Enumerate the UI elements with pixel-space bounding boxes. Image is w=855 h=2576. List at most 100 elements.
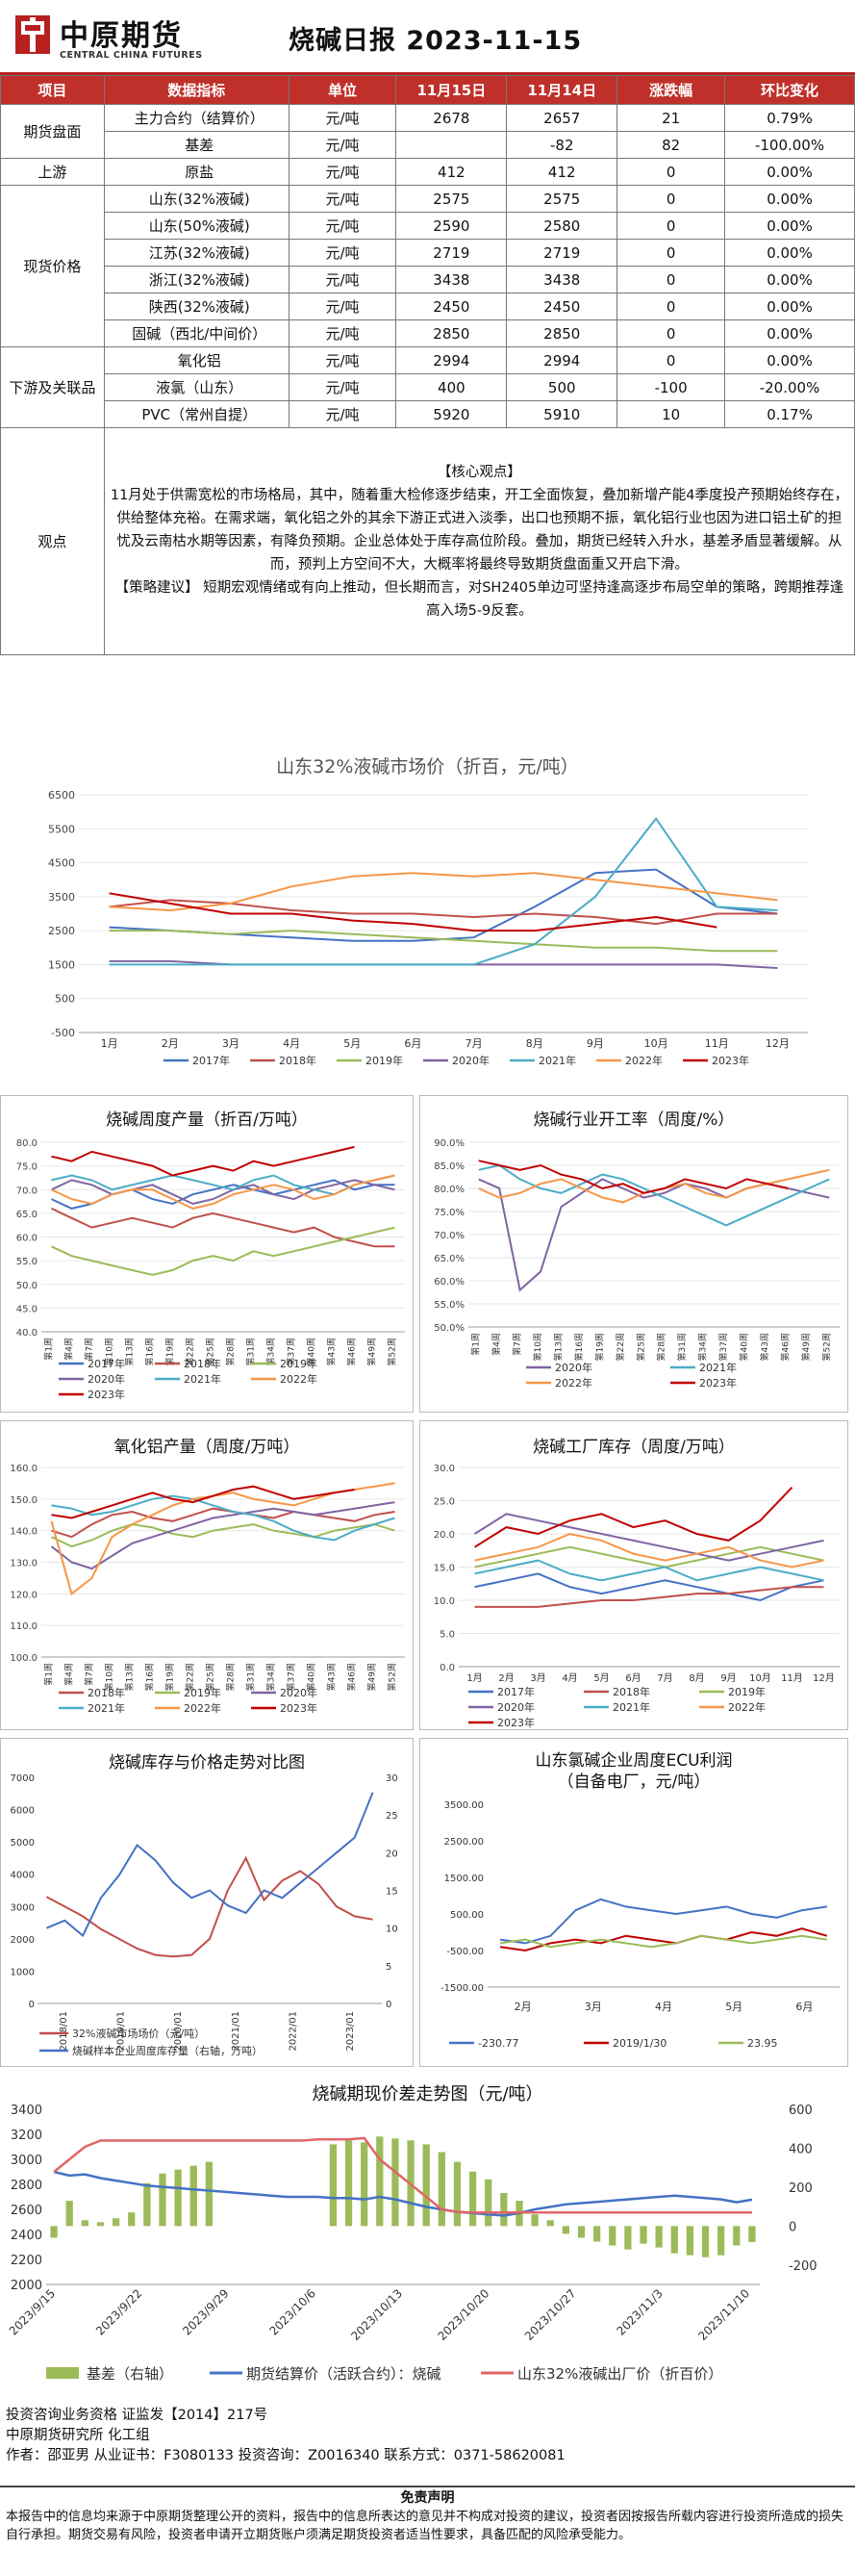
chart-inv-price-plot: 0 1000 2000 3000 4000 5000 6000 7000 0 5 10 15 20 25 3…: [11, 1773, 398, 2057]
chart-title: 烧碱期现价差走势图（元/吨）: [312, 2084, 543, 2104]
x-tick-label: 第43周: [326, 1663, 338, 1691]
x-tick-label: 第25周: [205, 1338, 216, 1365]
table-cell: 元/吨: [288, 373, 397, 401]
basis-bar: [562, 2226, 569, 2234]
table-cell: 主力合约（结算价）: [103, 104, 289, 132]
y-tick-label: 80.0%: [434, 1185, 465, 1195]
x-tick-label: 第10周: [104, 1663, 115, 1691]
legend-label: 2017年: [88, 1357, 125, 1370]
legend-label: 2022年: [184, 1701, 221, 1715]
legend-label: 2018年: [88, 1686, 125, 1699]
y-tick-label: 90.0%: [434, 1138, 465, 1149]
column-header: 11月15日: [395, 75, 508, 105]
x-tick-label: 第49周: [366, 1338, 378, 1365]
x-tick-label: 2023/10/6: [266, 2286, 317, 2337]
legend-label: 2021年: [184, 1372, 221, 1386]
y-tick-label: 0.0: [440, 1663, 455, 1673]
x-tick-label: 1月: [101, 1037, 118, 1050]
y-tick-label: 70.0%: [434, 1231, 465, 1241]
x-tick-label: 5月: [725, 2001, 742, 2013]
chart-title: 烧碱行业开工率（周度/%）: [533, 1110, 735, 1130]
table-cell: 元/吨: [288, 266, 397, 293]
y-tick-label: 4000: [11, 1871, 35, 1881]
table-cell: 元/吨: [288, 131, 397, 159]
legend-label: 烧碱样本企业周度库存量（右轴，万吨）: [72, 2044, 263, 2057]
legend-label: 2018年: [613, 1685, 650, 1698]
qualification-line: 投资咨询业务资格 证监发【2014】217号: [6, 2408, 268, 2423]
x-tick-label: 2023/11/10: [695, 2286, 752, 2343]
y-tick-label: 60.0%: [434, 1277, 465, 1288]
x-tick-label: 12月: [813, 1672, 835, 1684]
y-tick-label: 3500.00: [444, 1800, 484, 1811]
table-cell: 0: [616, 185, 726, 213]
y-tick-label: 2400: [11, 2229, 42, 2243]
y-tick-label: 2000: [11, 2279, 42, 2293]
x-tick-label: 第22周: [185, 1663, 196, 1691]
x-tick-label: 第37周: [286, 1338, 297, 1365]
y-tick-label: -500.00: [446, 1947, 484, 1957]
table-cell: 氧化铝: [103, 346, 289, 374]
x-tick-label: 第13周: [124, 1663, 136, 1691]
x-tick-label: 7月: [465, 1037, 483, 1050]
y-tick-label: 55.0: [16, 1257, 38, 1267]
table-cell: 基差: [103, 131, 289, 159]
legend-label: 2021年: [88, 1701, 125, 1715]
y-tick-label: 10.0: [434, 1596, 455, 1607]
company-logo: 中原期货 CENTRAL CHINA FUTURES: [13, 10, 235, 67]
x-tick-label: 12月: [766, 1037, 790, 1050]
y-tick-label: 1500.00: [444, 1874, 484, 1884]
x-tick-label: 6月: [795, 2001, 813, 2013]
series-line-2018年: [109, 899, 778, 926]
chart-basis: 烧碱期现价差走势图（元/吨） 2000 2200 2400 2600 2800 3000 3…: [0, 2075, 855, 2392]
x-tick-label: 第46周: [779, 1333, 791, 1361]
basis-bar: [686, 2226, 694, 2256]
chart-factory-inv-plot: 0.0 5.0 10.0 15.0 20.0 25.0 30.0 1月 2月 3月 4月 5月 6月 7月…: [434, 1464, 840, 1729]
table-row: 浙江(32%液碱) 元/吨 3438 3438 0 0.00%: [1, 266, 855, 293]
series-line-2019年: [109, 930, 778, 953]
table-row: 山东(50%液碱) 元/吨 2590 2580 0 0.00%: [1, 212, 855, 240]
table-cell: 固碱（西北/中间价）: [103, 319, 289, 347]
x-tick-label: 2023/01: [345, 2011, 356, 2052]
chart-subtitle: （自备电厂，元/吨）: [557, 1773, 711, 1792]
table-cell: 元/吨: [288, 319, 397, 347]
y-right-tick-label: 10: [386, 1925, 398, 1935]
report-footer: 投资咨询业务资格 证监发【2014】217号 中原期货研究所 化工组 作者：邵亚…: [0, 2406, 855, 2466]
legend-label: 2017年: [192, 1054, 230, 1067]
basis-bar: [329, 2144, 338, 2227]
legend-label: 2021年: [539, 1054, 576, 1067]
basis-bar: [112, 2218, 120, 2227]
legend-label: 2019/1/30: [613, 2037, 666, 2050]
column-header: 11月14日: [506, 75, 618, 105]
table-cell: -100: [616, 373, 726, 401]
legend-label: 基差（右轴）: [87, 2365, 173, 2383]
legend-label: 期货结算价（活跃合约）：烧碱: [246, 2365, 441, 2383]
legend-label: 2023年: [497, 1716, 535, 1729]
series-line-2022年: [474, 1532, 824, 1569]
series-line: [53, 2136, 752, 2214]
price-data-table: 项目 数据指标 单位 11月15日 11月14日 涨跌幅 环比变化 期货盘面 主力…: [0, 75, 855, 655]
x-tick-label: 2023/10/27: [522, 2286, 579, 2343]
legend-label: 2022年: [280, 1372, 317, 1386]
y-tick-label: 3200: [11, 2129, 42, 2143]
legend-swatch: [46, 2367, 79, 2379]
y-tick-label: 40.0: [16, 1328, 38, 1339]
table-cell: -20.00%: [724, 373, 855, 401]
legend-label: 2023年: [280, 1701, 317, 1715]
chart-alumina: 氧化铝产量（周度/万吨） 100.0 110.0 120.0 130.0 140.0 15…: [0, 1420, 414, 1730]
basis-bar: [205, 2161, 213, 2227]
table-cell: 0: [616, 266, 726, 293]
table-cell: 2719: [395, 239, 508, 267]
series-line-2022年: [109, 872, 778, 912]
x-tick-label: 2月: [498, 1672, 514, 1684]
table-cell: 21: [616, 104, 726, 132]
table-cell: 0: [616, 212, 726, 240]
x-tick-label: 第1周: [43, 1338, 55, 1361]
basis-bar: [624, 2226, 632, 2250]
table-cell: 2657: [506, 104, 618, 132]
table-cell: 0: [616, 319, 726, 347]
y-tick-label: 150.0: [10, 1495, 38, 1506]
legend-label: 2023年: [712, 1054, 749, 1067]
y-tick-label: 15.0: [434, 1564, 455, 1574]
view-text: 【核心观点】 11月处于供需宽松的市场格局，其中，随着重大检修逐步结束，开工全面…: [103, 427, 855, 655]
series-line-2019年: [51, 1226, 395, 1276]
